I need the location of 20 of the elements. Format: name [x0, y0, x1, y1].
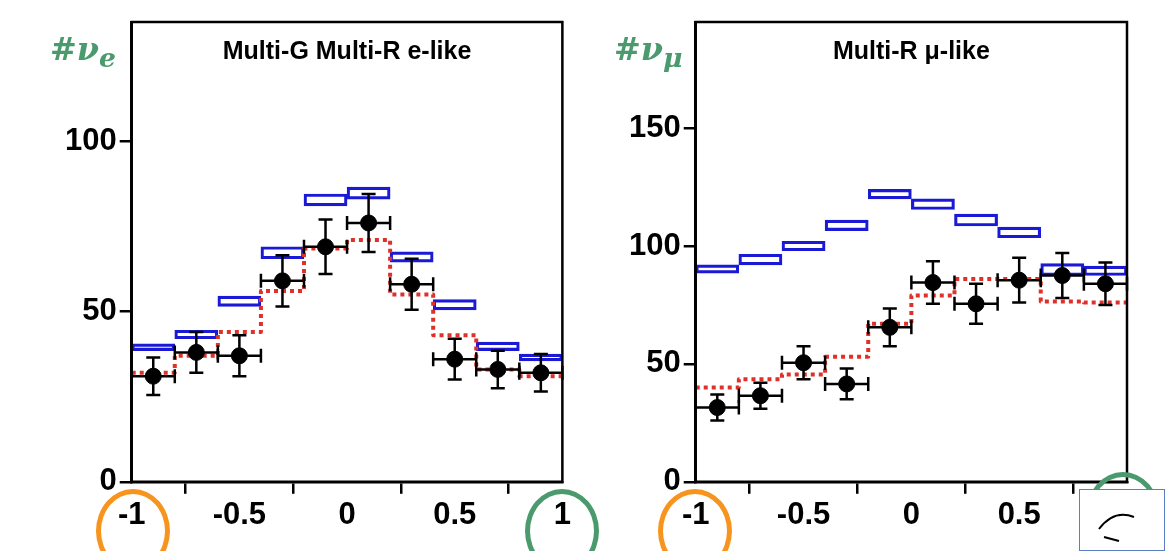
- y-tick-label: 0: [663, 462, 681, 498]
- y-tick-label: 0: [99, 462, 117, 498]
- x-tick-label: -0.5: [776, 495, 831, 531]
- x-tick-label: -1: [117, 495, 146, 531]
- x-tick-label: -0.5: [212, 495, 267, 531]
- x-tick-label: 1: [553, 495, 571, 531]
- x-tick-label: -1: [681, 495, 710, 531]
- x-tick-label: 0.5: [997, 495, 1041, 531]
- y-tick-label: 100: [628, 226, 681, 262]
- text: Multi-G Multi-R e-like: [222, 36, 472, 65]
- y-axis-title: #ν$_{e}$: [50, 30, 116, 74]
- y-axis-title: #ν$_{μ}$: [614, 30, 683, 74]
- text: Multi-R μ-like: [832, 36, 990, 65]
- x-tick-label: 0: [338, 495, 356, 531]
- x-tick-label: 0.5: [433, 495, 477, 531]
- y-tick-label: 50: [82, 292, 117, 328]
- x-tick-label: 0: [902, 495, 920, 531]
- y-tick-label: 100: [64, 121, 117, 157]
- y-tick-label: 150: [628, 108, 681, 144]
- y-tick-label: 50: [646, 344, 681, 380]
